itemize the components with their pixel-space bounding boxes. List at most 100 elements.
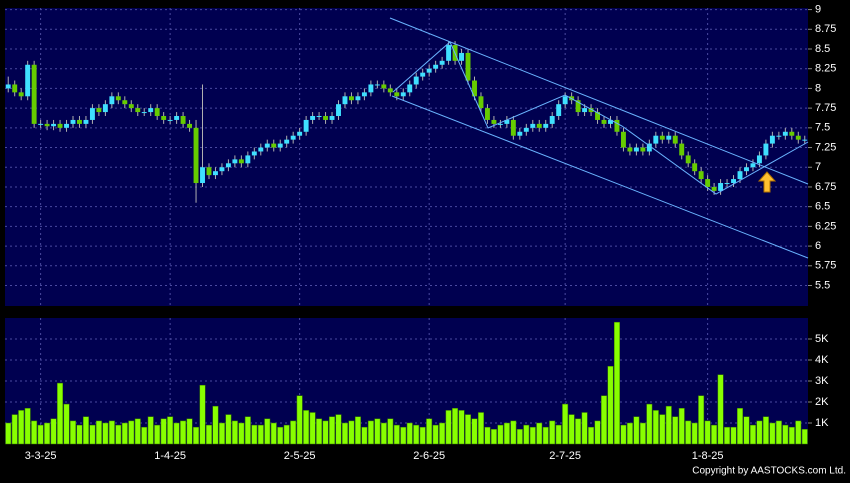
volume-bar: [277, 426, 284, 445]
volume-bar: [691, 422, 698, 445]
y-tick-label: 1K: [815, 417, 829, 429]
volume-bar: [128, 420, 135, 445]
candle-body: [271, 143, 277, 148]
volume-bar: [490, 429, 497, 445]
volume-bar: [413, 424, 420, 445]
volume-bar: [361, 426, 368, 445]
candle-body: [556, 104, 562, 117]
candle-body: [135, 108, 141, 113]
volume-bar: [367, 420, 374, 445]
candle-body: [381, 84, 387, 89]
volume-bar: [270, 422, 277, 445]
volume-bar: [290, 420, 297, 445]
candle-body: [400, 92, 406, 97]
volume-bar: [387, 418, 394, 445]
candle-body: [264, 143, 270, 148]
volume-bar: [678, 408, 685, 445]
volume-bar: [186, 418, 193, 445]
candle-body: [206, 167, 212, 176]
volume-bar: [529, 426, 536, 445]
volume-bar: [458, 410, 465, 445]
candle-body: [672, 135, 678, 144]
volume-bar: [497, 424, 504, 445]
candle-body: [258, 147, 264, 152]
candle-body: [310, 116, 316, 120]
candle-body: [141, 112, 147, 114]
x-tick-label: 2-7-25: [549, 450, 581, 462]
candle-body: [601, 119, 607, 124]
volume-bar: [801, 429, 808, 445]
y-tick-label: 6.25: [815, 220, 836, 232]
volume-bar: [575, 418, 582, 445]
candle-body: [96, 108, 102, 113]
candle-body: [31, 64, 37, 124]
candle-body: [238, 159, 244, 164]
volume-bar: [173, 422, 180, 445]
candle-body: [588, 108, 594, 113]
volume-bar: [115, 424, 122, 445]
candle-body: [465, 52, 471, 81]
volume-bar: [393, 424, 400, 445]
candle-body: [666, 135, 672, 140]
volume-bar: [180, 420, 187, 445]
candle-body: [18, 92, 24, 97]
candle-body: [497, 123, 503, 125]
candle-body: [478, 96, 484, 109]
candle-body: [614, 119, 620, 132]
candle-body: [174, 116, 180, 120]
candle-body: [329, 116, 335, 120]
volume-bar: [141, 426, 148, 445]
volume-bar: [795, 420, 802, 445]
volume-bar: [251, 424, 258, 445]
volume-bar: [238, 422, 245, 445]
candle-body: [523, 127, 529, 132]
candle-body: [109, 96, 115, 105]
volume-bar: [108, 420, 115, 445]
y-tick-label: 8.5: [815, 43, 830, 55]
volume-bar: [199, 384, 206, 445]
volume-bar: [484, 426, 491, 445]
candle-body: [439, 60, 445, 65]
candle-body: [342, 96, 348, 105]
candle-body: [161, 116, 167, 120]
y-tick-label: 7.25: [815, 141, 836, 153]
volume-bar: [542, 426, 549, 445]
candle-body: [12, 84, 18, 93]
candle-body: [737, 171, 743, 180]
volume-bar: [775, 420, 782, 445]
volume-bar: [717, 374, 724, 445]
y-tick-label: 5.5: [815, 279, 830, 291]
candle-body: [232, 159, 238, 164]
candle-body: [251, 151, 257, 156]
candle-body: [472, 80, 477, 97]
candle-body: [491, 119, 497, 124]
volume-bar: [354, 416, 361, 445]
candle-body: [795, 135, 801, 140]
x-tick-label: 1-4-25: [154, 450, 186, 462]
volume-bar: [44, 422, 51, 445]
candle-body: [549, 116, 555, 124]
volume-bar: [31, 420, 38, 445]
candle-body: [5, 84, 11, 89]
candle-body: [517, 131, 523, 136]
volume-bar: [426, 418, 433, 445]
volume-bar: [730, 426, 737, 445]
price-panel: [5, 8, 808, 306]
candle-body: [336, 104, 341, 117]
candle-body: [44, 123, 50, 127]
candle-body: [394, 92, 400, 97]
volume-bar: [568, 414, 575, 445]
volume-bar: [432, 424, 439, 445]
candle-body: [705, 179, 711, 187]
volume-bar: [685, 420, 692, 445]
volume-bar: [160, 418, 167, 445]
candle-body: [122, 100, 128, 105]
candle-body: [769, 135, 775, 144]
volume-bar: [419, 426, 426, 445]
x-tick-label: 2-6-25: [413, 450, 445, 462]
candle-body: [167, 119, 173, 121]
volume-bar: [82, 416, 89, 445]
y-tick-label: 3K: [815, 375, 829, 387]
volume-bar: [633, 416, 640, 445]
